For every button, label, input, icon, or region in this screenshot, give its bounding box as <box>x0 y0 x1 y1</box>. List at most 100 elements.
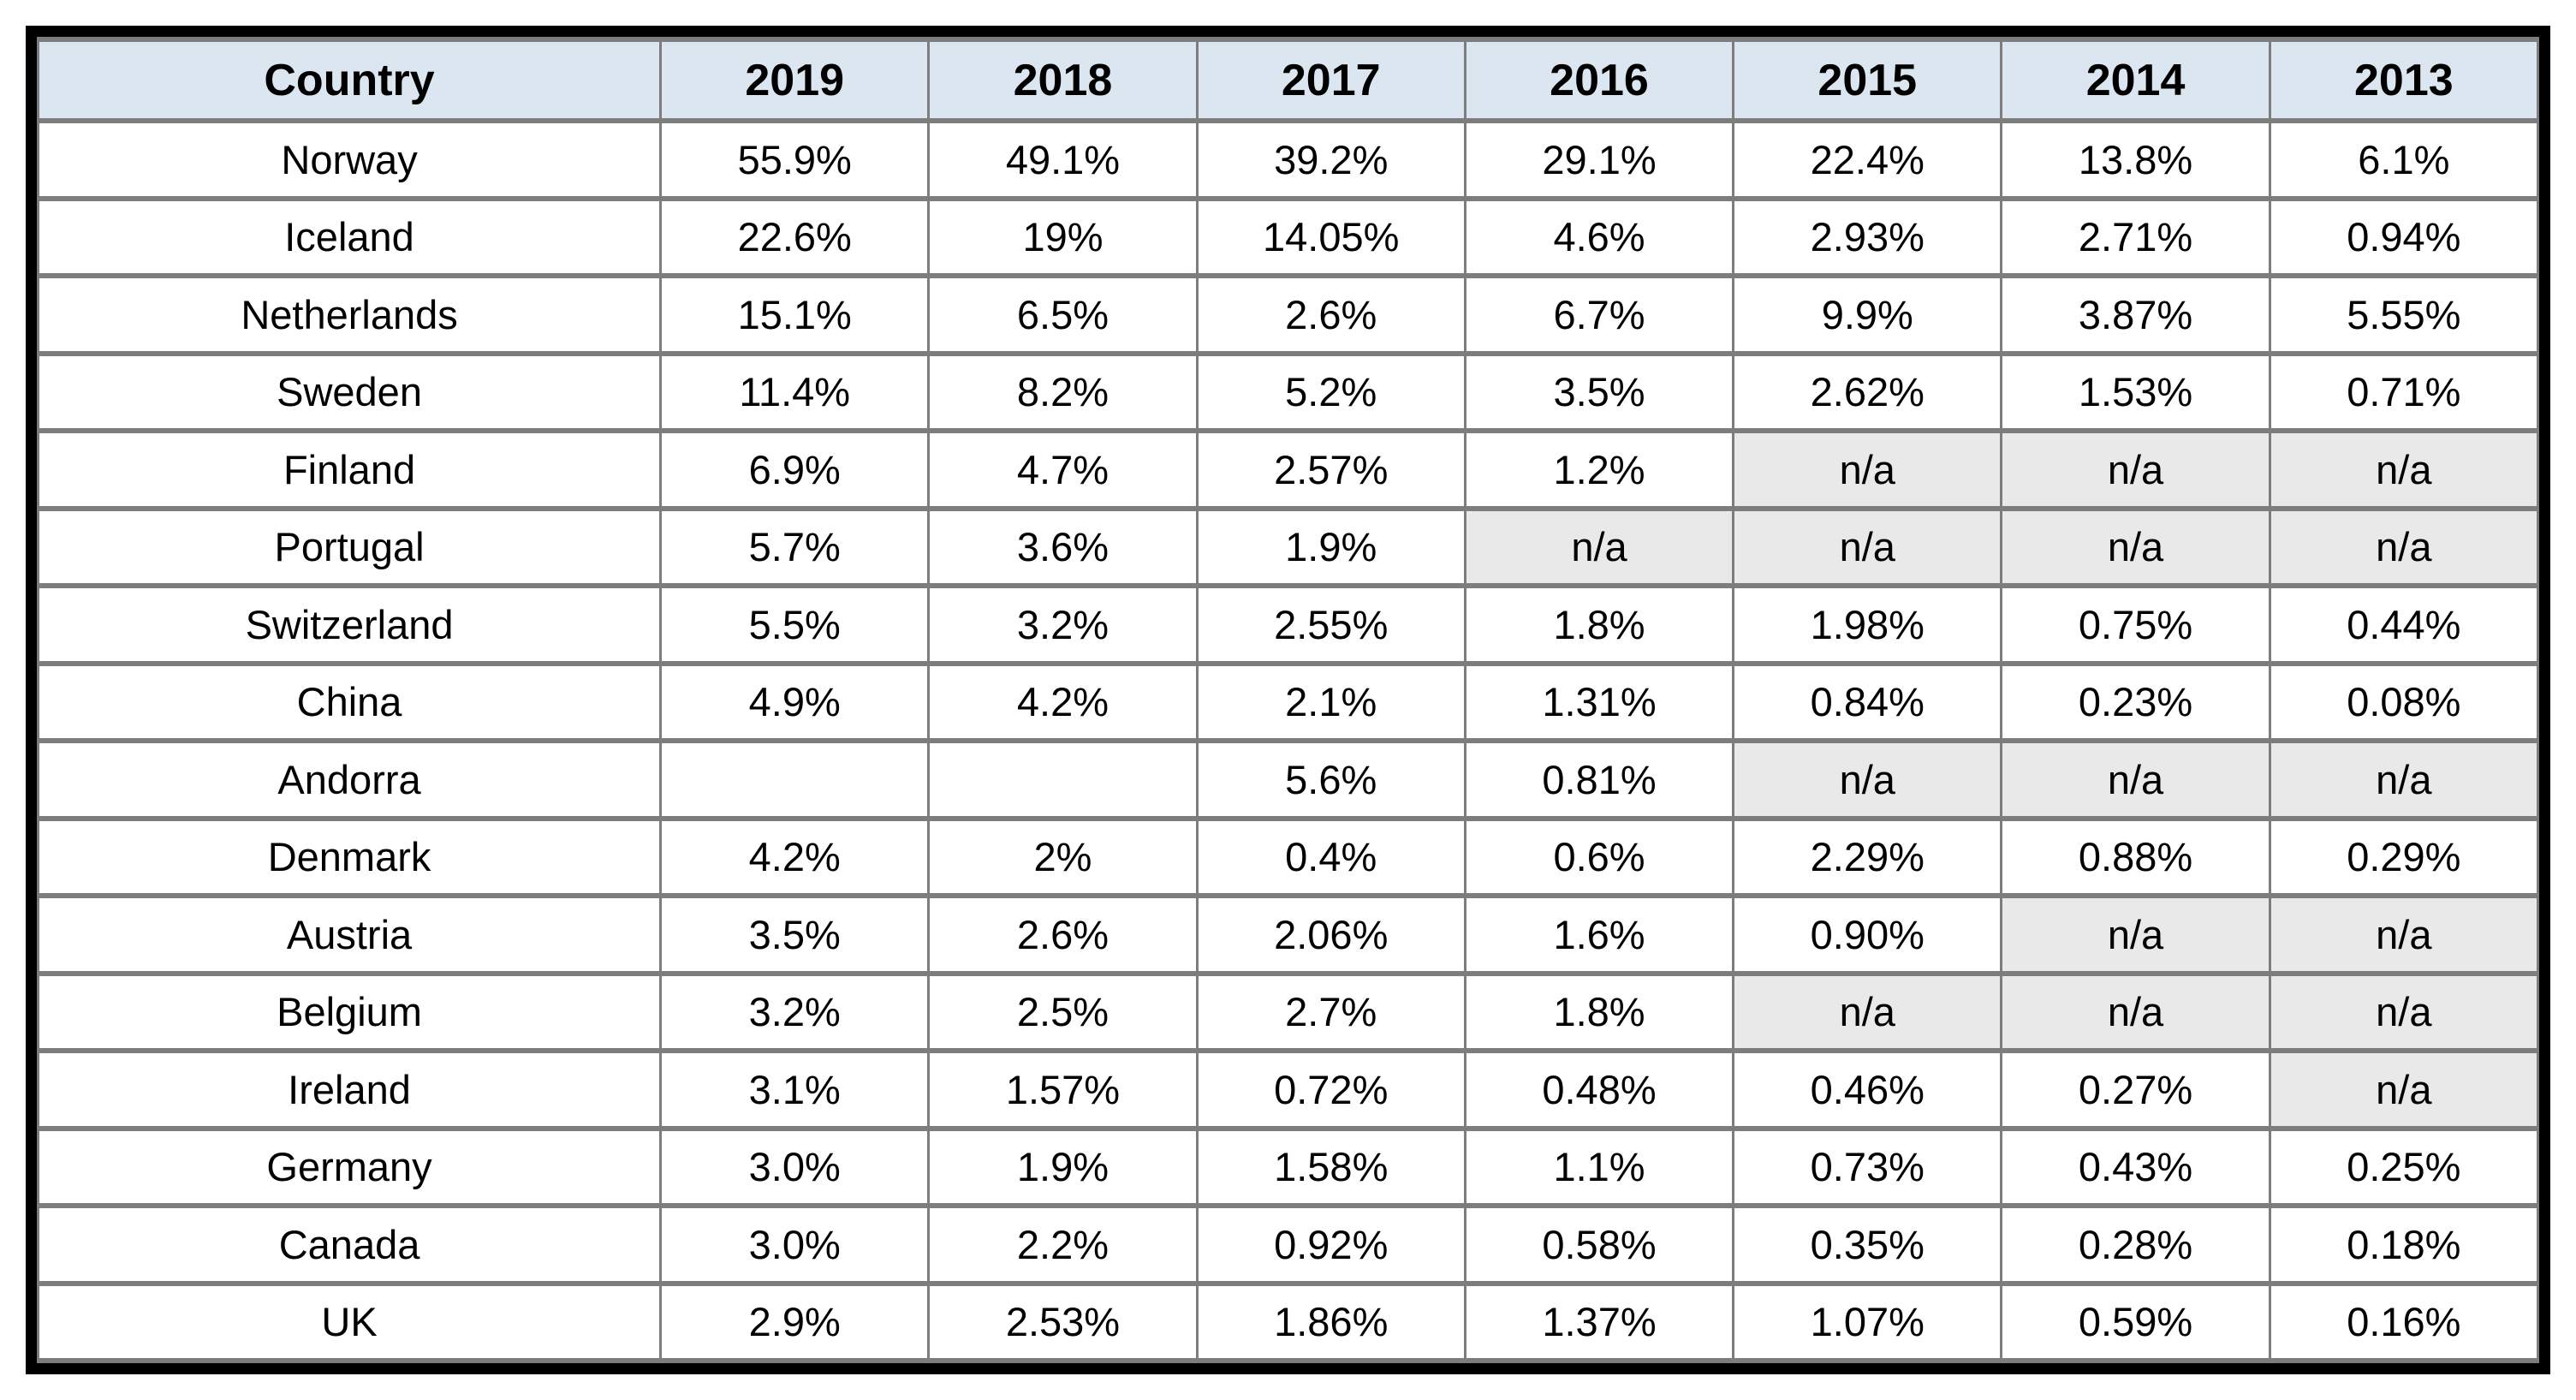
table-row-finland: Finland 6.9% 4.7% 2.57% 1.2% n/a n/a n/a <box>36 428 2540 511</box>
cell-netherlands-2013: 5.55% <box>2268 273 2540 356</box>
row-label-finland: Finland <box>36 428 663 511</box>
table-row-ireland: Ireland 3.1% 1.57% 0.72% 0.48% 0.46% 0.27% n/a <box>36 1048 2540 1131</box>
cell-finland-2018: 4.7% <box>927 428 1199 511</box>
cell-iceland-2019: 22.6% <box>659 195 931 278</box>
row-label-andorra: Andorra <box>36 738 663 821</box>
cell-canada-2013: 0.18% <box>2268 1203 2540 1286</box>
row-label-ireland: Ireland <box>36 1048 663 1131</box>
cell-portugal-2015: n/a <box>1732 505 2003 588</box>
cell-netherlands-2018: 6.5% <box>927 273 1199 356</box>
table-row-china: China 4.9% 4.2% 2.1% 1.31% 0.84% 0.23% 0.08% <box>36 660 2540 743</box>
cell-ireland-2017: 0.72% <box>1195 1048 1466 1131</box>
cell-finland-2019: 6.9% <box>659 428 931 511</box>
cell-germany-2014: 0.43% <box>2000 1125 2271 1208</box>
cell-denmark-2018: 2% <box>927 815 1199 898</box>
table-row-andorra: Andorra 5.6% 0.81% n/a n/a n/a <box>36 738 2540 821</box>
row-label-germany: Germany <box>36 1125 663 1208</box>
cell-austria-2017: 2.06% <box>1195 893 1466 976</box>
cell-uk-2013: 0.16% <box>2268 1280 2540 1363</box>
cell-austria-2013: n/a <box>2268 893 2540 976</box>
cell-germany-2016: 1.1% <box>1463 1125 1735 1208</box>
cell-portugal-2019: 5.7% <box>659 505 931 588</box>
cell-andorra-2013: n/a <box>2268 738 2540 821</box>
cell-uk-2015: 1.07% <box>1732 1280 2003 1363</box>
cell-belgium-2019: 3.2% <box>659 970 931 1053</box>
cell-canada-2018: 2.2% <box>927 1203 1199 1286</box>
row-label-canada: Canada <box>36 1203 663 1286</box>
cell-sweden-2016: 3.5% <box>1463 350 1735 433</box>
cell-uk-2017: 1.86% <box>1195 1280 1466 1363</box>
cell-belgium-2016: 1.8% <box>1463 970 1735 1053</box>
cell-iceland-2017: 14.05% <box>1195 195 1466 278</box>
table-row-canada: Canada 3.0% 2.2% 0.92% 0.58% 0.35% 0.28% 0.18% <box>36 1203 2540 1286</box>
cell-netherlands-2017: 2.6% <box>1195 273 1466 356</box>
table-row-uk: UK 2.9% 2.53% 1.86% 1.37% 1.07% 0.59% 0.16% <box>36 1280 2540 1363</box>
column-header-country: Country <box>36 37 663 123</box>
cell-belgium-2018: 2.5% <box>927 970 1199 1053</box>
cell-norway-2018: 49.1% <box>927 118 1199 201</box>
table-row-netherlands: Netherlands 15.1% 6.5% 2.6% 6.7% 9.9% 3.87% 5.5… <box>36 273 2540 356</box>
cell-andorra-2014: n/a <box>2000 738 2271 821</box>
table-row-sweden: Sweden 11.4% 8.2% 5.2% 3.5% 2.62% 1.53% 0.71% <box>36 350 2540 433</box>
cell-netherlands-2014: 3.87% <box>2000 273 2271 356</box>
cell-canada-2016: 0.58% <box>1463 1203 1735 1286</box>
cell-portugal-2016: n/a <box>1463 505 1735 588</box>
cell-sweden-2015: 2.62% <box>1732 350 2003 433</box>
cell-denmark-2014: 0.88% <box>2000 815 2271 898</box>
cell-ireland-2018: 1.57% <box>927 1048 1199 1131</box>
cell-switzerland-2016: 1.8% <box>1463 583 1735 666</box>
cell-uk-2018: 2.53% <box>927 1280 1199 1363</box>
column-header-2015: 2015 <box>1732 37 2003 123</box>
cell-norway-2013: 6.1% <box>2268 118 2540 201</box>
cell-switzerland-2013: 0.44% <box>2268 583 2540 666</box>
cell-denmark-2016: 0.6% <box>1463 815 1735 898</box>
table-row-portugal: Portugal 5.7% 3.6% 1.9% n/a n/a n/a n/a <box>36 505 2540 588</box>
cell-sweden-2014: 1.53% <box>2000 350 2271 433</box>
cell-iceland-2013: 0.94% <box>2268 195 2540 278</box>
cell-portugal-2018: 3.6% <box>927 505 1199 588</box>
cell-uk-2016: 1.37% <box>1463 1280 1735 1363</box>
cell-austria-2014: n/a <box>2000 893 2271 976</box>
row-label-switzerland: Switzerland <box>36 583 663 666</box>
cell-uk-2019: 2.9% <box>659 1280 931 1363</box>
cell-portugal-2014: n/a <box>2000 505 2271 588</box>
row-label-denmark: Denmark <box>36 815 663 898</box>
cell-ireland-2019: 3.1% <box>659 1048 931 1131</box>
country-percentage-table: Country 2019 2018 2017 2016 2015 2014 2013 Norw… <box>36 37 2540 1363</box>
cell-iceland-2015: 2.93% <box>1732 195 2003 278</box>
cell-belgium-2013: n/a <box>2268 970 2540 1053</box>
table-body: Norway 55.9% 49.1% 39.2% 29.1% 22.4% 13.8% 6.1%… <box>36 118 2540 1363</box>
cell-norway-2016: 29.1% <box>1463 118 1735 201</box>
cell-austria-2015: 0.90% <box>1732 893 2003 976</box>
column-header-2014: 2014 <box>2000 37 2271 123</box>
cell-sweden-2017: 5.2% <box>1195 350 1466 433</box>
cell-sweden-2019: 11.4% <box>659 350 931 433</box>
cell-netherlands-2019: 15.1% <box>659 273 931 356</box>
cell-norway-2014: 13.8% <box>2000 118 2271 201</box>
table-row-denmark: Denmark 4.2% 2% 0.4% 0.6% 2.29% 0.88% 0.29% <box>36 815 2540 898</box>
cell-belgium-2014: n/a <box>2000 970 2271 1053</box>
cell-switzerland-2018: 3.2% <box>927 583 1199 666</box>
cell-belgium-2017: 2.7% <box>1195 970 1466 1053</box>
cell-andorra-2015: n/a <box>1732 738 2003 821</box>
cell-denmark-2017: 0.4% <box>1195 815 1466 898</box>
cell-china-2017: 2.1% <box>1195 660 1466 743</box>
cell-china-2016: 1.31% <box>1463 660 1735 743</box>
cell-denmark-2015: 2.29% <box>1732 815 2003 898</box>
cell-switzerland-2017: 2.55% <box>1195 583 1466 666</box>
cell-ireland-2015: 0.46% <box>1732 1048 2003 1131</box>
cell-belgium-2015: n/a <box>1732 970 2003 1053</box>
cell-sweden-2018: 8.2% <box>927 350 1199 433</box>
column-header-2016: 2016 <box>1463 37 1735 123</box>
table-row-germany: Germany 3.0% 1.9% 1.58% 1.1% 0.73% 0.43% 0.25% <box>36 1125 2540 1208</box>
cell-sweden-2013: 0.71% <box>2268 350 2540 433</box>
cell-ireland-2014: 0.27% <box>2000 1048 2271 1131</box>
table-row-switzerland: Switzerland 5.5% 3.2% 2.55% 1.8% 1.98% 0.75% 0.… <box>36 583 2540 666</box>
column-header-2019: 2019 <box>659 37 931 123</box>
cell-germany-2018: 1.9% <box>927 1125 1199 1208</box>
cell-finland-2017: 2.57% <box>1195 428 1466 511</box>
cell-austria-2016: 1.6% <box>1463 893 1735 976</box>
table-row-iceland: Iceland 22.6% 19% 14.05% 4.6% 2.93% 2.71% 0.94% <box>36 195 2540 278</box>
cell-ireland-2016: 0.48% <box>1463 1048 1735 1131</box>
cell-canada-2017: 0.92% <box>1195 1203 1466 1286</box>
